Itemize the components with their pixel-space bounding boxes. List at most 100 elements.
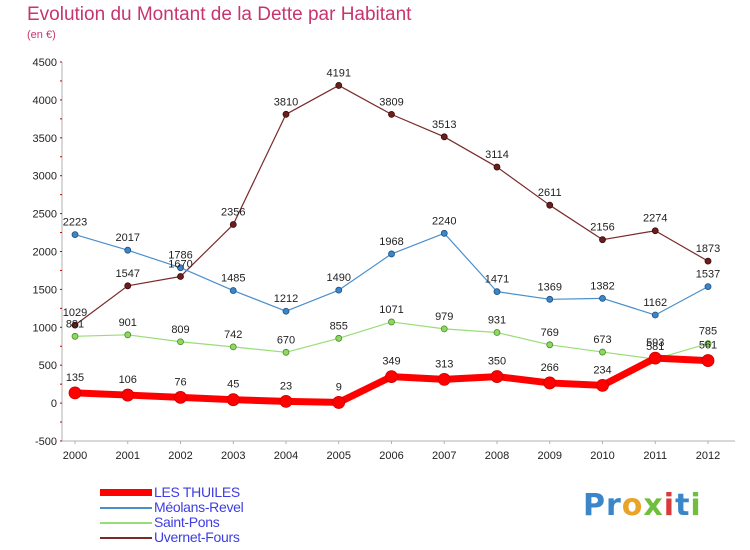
data-point <box>493 288 501 295</box>
x-tick-label: 2000 <box>63 450 87 462</box>
logo-letter: x <box>643 488 664 523</box>
data-label: 1485 <box>221 273 245 285</box>
x-tick-label: 2003 <box>221 450 245 462</box>
data-point <box>704 340 712 347</box>
logo-letter: r <box>606 488 622 523</box>
data-point <box>651 311 659 319</box>
data-label: 2240 <box>432 215 456 227</box>
data-label: 881 <box>66 318 84 330</box>
x-tick-label: 2008 <box>485 450 509 462</box>
data-point <box>493 163 501 171</box>
y-tick-label: 1000 <box>33 322 57 334</box>
y-tick-label: 3500 <box>33 133 57 145</box>
data-label: 106 <box>119 374 137 386</box>
data-label: 3114 <box>485 149 509 161</box>
x-tick-label: 2009 <box>538 450 562 462</box>
data-label: 2156 <box>590 222 614 234</box>
data-label: 313 <box>435 358 453 370</box>
data-point <box>71 231 79 238</box>
legend-item: Méolans-Revel <box>100 500 360 515</box>
data-label: 1873 <box>696 243 720 255</box>
data-point <box>388 318 395 326</box>
legend-item: Saint-Pons <box>100 515 360 530</box>
data-point <box>704 283 712 290</box>
data-label: 3810 <box>274 96 298 108</box>
data-point <box>124 331 132 339</box>
data-label: 23 <box>280 380 292 392</box>
logo-letter: o <box>621 488 644 523</box>
data-point <box>226 393 240 407</box>
data-point <box>648 351 662 365</box>
x-tick-label: 2002 <box>168 450 192 462</box>
x-tick-label: 2011 <box>643 450 667 462</box>
data-point <box>282 307 290 315</box>
y-tick-label: -500 <box>35 436 57 448</box>
data-label: 9 <box>336 381 342 393</box>
chart-title: Evolution du Montant de la Dette par Hab… <box>27 4 412 25</box>
data-label: 670 <box>277 334 295 346</box>
data-label: 350 <box>488 356 506 368</box>
data-point <box>335 82 343 89</box>
data-point <box>174 390 187 404</box>
data-point <box>282 110 290 118</box>
data-point <box>177 338 184 346</box>
data-label: 785 <box>699 326 717 338</box>
data-label: 2356 <box>221 207 245 219</box>
data-label: 1029 <box>63 307 87 319</box>
data-point <box>335 334 343 342</box>
data-label: 1547 <box>116 268 140 280</box>
data-point <box>229 221 237 228</box>
data-point <box>332 396 346 409</box>
data-point <box>440 133 448 141</box>
data-point <box>596 378 609 392</box>
logo-letter: i <box>690 488 702 523</box>
data-point <box>599 236 606 244</box>
legend-label: Saint-Pons <box>154 514 220 530</box>
data-label: 1382 <box>590 280 614 292</box>
legend: LES THUILES Méolans-Revel Saint-Pons Uverne… <box>100 485 360 545</box>
data-point <box>124 246 132 254</box>
data-point <box>229 343 237 351</box>
data-label: 742 <box>224 329 242 341</box>
y-tick-label: 0 <box>51 398 57 410</box>
data-label: 2017 <box>116 232 140 244</box>
data-point <box>546 341 554 349</box>
legend-label: Uvernet-Fours <box>154 529 240 545</box>
logo-letter: i <box>663 488 676 523</box>
data-label: 1670 <box>168 259 192 271</box>
data-point <box>282 348 290 356</box>
data-point <box>229 287 237 294</box>
line-chart: -500 0 500 1000 1500 2000 2500 3000 3500 4000 4500… <box>33 57 735 462</box>
data-point <box>440 229 448 237</box>
data-label: 1786 <box>168 250 192 262</box>
data-point <box>651 227 659 235</box>
legend-label: Méolans-Revel <box>154 499 244 515</box>
data-label: 1071 <box>379 304 403 316</box>
y-tick-label: 3000 <box>33 171 57 183</box>
logo-letter: P <box>583 488 606 523</box>
legend-item: Uvernet-Fours <box>100 530 360 545</box>
y-tick-label: 2000 <box>33 247 57 259</box>
data-point <box>704 257 712 265</box>
data-label: 4191 <box>327 67 351 79</box>
data-point <box>546 295 554 303</box>
y-tick-label: 2500 <box>33 209 57 221</box>
data-point <box>121 388 135 402</box>
proxiti-logo: Proxiti <box>583 488 702 523</box>
legend-swatch <box>100 506 152 509</box>
data-point <box>599 348 606 356</box>
data-point <box>71 321 79 329</box>
data-label: 769 <box>541 327 559 339</box>
data-label: 76 <box>174 376 186 388</box>
legend-swatch <box>100 489 152 496</box>
data-point <box>701 354 715 367</box>
y-tick-label: 4500 <box>33 57 57 69</box>
data-point <box>177 273 184 280</box>
data-point <box>385 370 398 384</box>
data-label: 234 <box>593 364 611 376</box>
legend-swatch <box>100 521 152 524</box>
data-label: 809 <box>171 324 189 336</box>
data-label: 3513 <box>432 119 456 131</box>
data-point <box>546 201 554 209</box>
data-label: 3809 <box>379 96 403 108</box>
